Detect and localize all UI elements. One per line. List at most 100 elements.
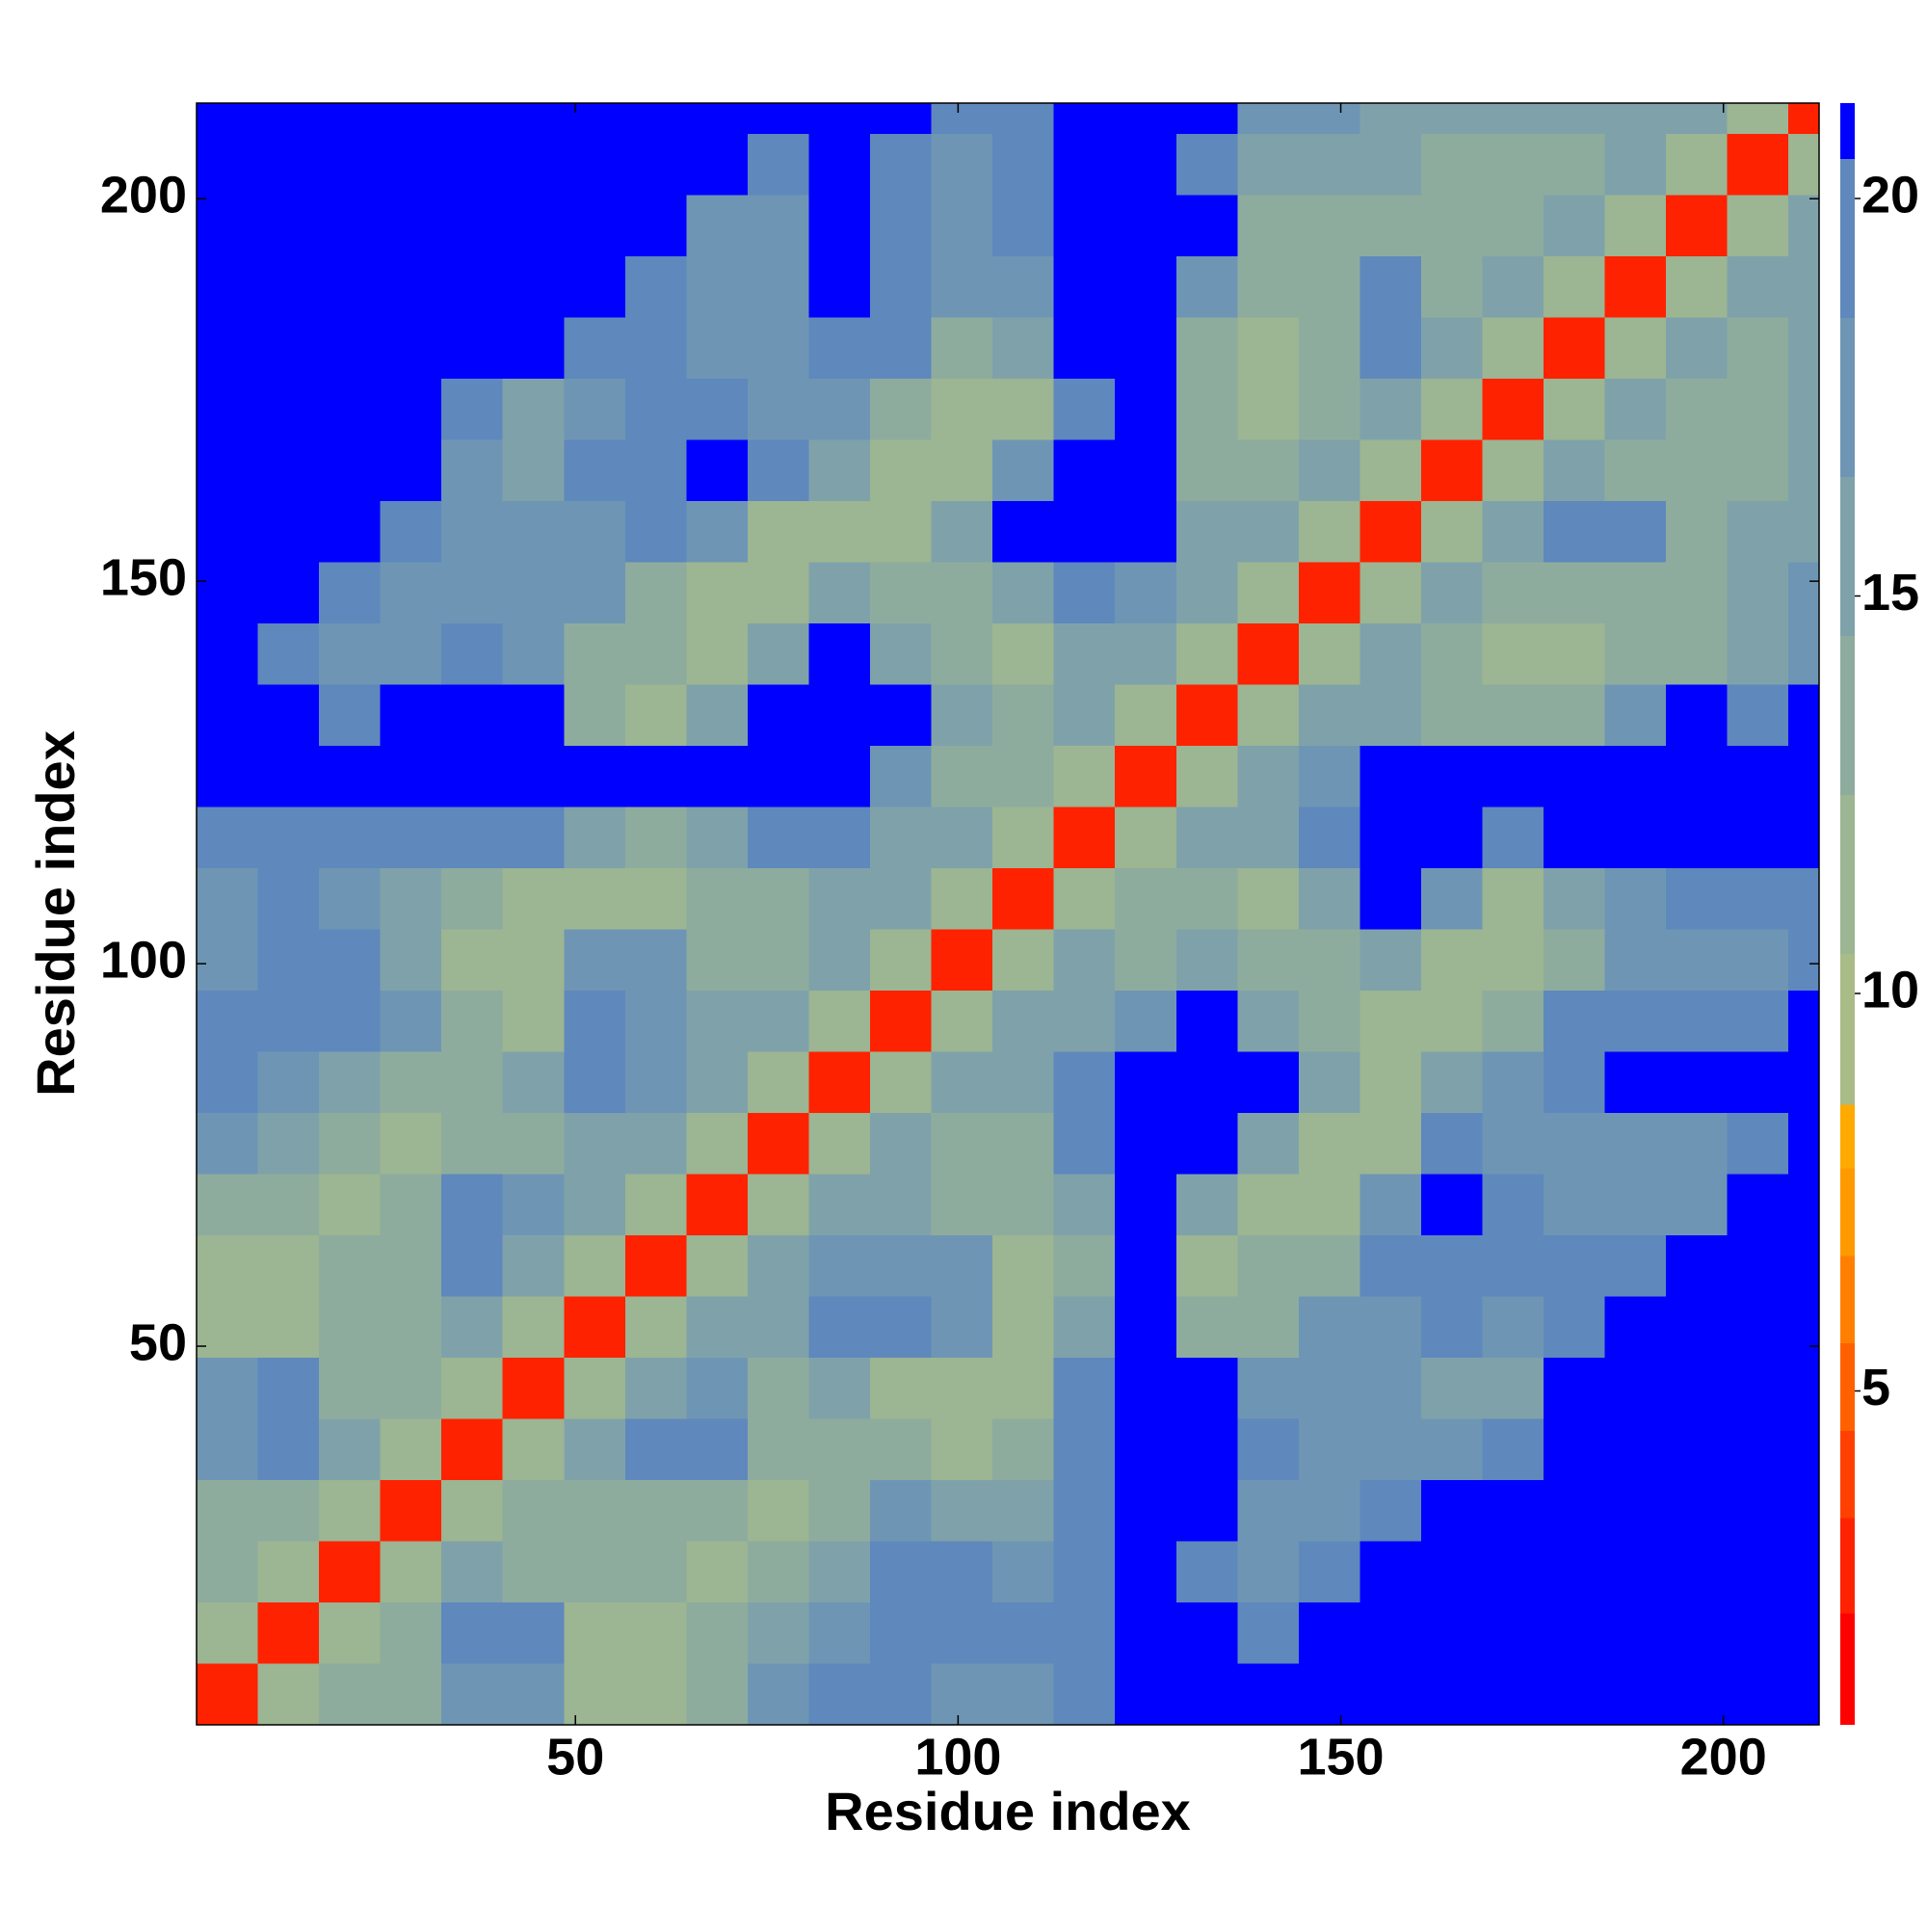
heatmap-cell — [441, 1112, 503, 1175]
heatmap-cell — [1666, 133, 1728, 196]
heatmap-cell — [1237, 1479, 1299, 1542]
heatmap-cell — [564, 378, 625, 440]
heatmap-cell — [1115, 255, 1176, 318]
heatmap-cell — [1053, 255, 1116, 318]
heatmap-cell — [1053, 103, 1116, 134]
heatmap-cell — [319, 439, 381, 501]
heatmap-cell — [1788, 439, 1819, 501]
heatmap-cell — [1115, 1174, 1176, 1235]
colorbar-segment — [1840, 635, 1855, 795]
heatmap-cell — [1115, 317, 1176, 379]
heatmap-cell — [808, 1357, 871, 1419]
heatmap-cell — [1237, 929, 1299, 991]
heatmap-cell — [747, 1479, 809, 1542]
heatmap-cell — [502, 255, 565, 318]
heatmap-cell — [1115, 990, 1176, 1052]
heatmap-cell — [1175, 133, 1238, 196]
heatmap-cell — [1115, 133, 1176, 196]
heatmap-cell — [870, 1234, 932, 1297]
heatmap-cell — [1544, 1234, 1605, 1297]
heatmap-cell — [1175, 1541, 1238, 1602]
heatmap-cell — [1544, 684, 1605, 746]
heatmap-cell — [1604, 1234, 1667, 1297]
heatmap-cell — [686, 562, 748, 623]
heatmap-cell — [686, 1174, 748, 1235]
heatmap-cell — [931, 195, 993, 256]
heatmap-cell — [1175, 1112, 1238, 1175]
heatmap-cell — [624, 317, 687, 379]
heatmap-cell — [1053, 1234, 1116, 1297]
heatmap-cell — [1175, 378, 1238, 440]
heatmap-cell — [808, 103, 871, 134]
heatmap-cell — [992, 1541, 1054, 1602]
heatmap-cell — [380, 1418, 442, 1480]
heatmap-cell — [747, 622, 809, 685]
heatmap-cell — [380, 1112, 442, 1175]
heatmap-cell — [1237, 1601, 1299, 1664]
heatmap-cell — [564, 1541, 625, 1602]
heatmap-cell — [1420, 745, 1483, 807]
heatmap-cell — [564, 1357, 625, 1419]
heatmap-cell — [502, 807, 565, 868]
heatmap-cell — [1544, 1357, 1605, 1419]
heatmap-cell — [1237, 439, 1299, 501]
heatmap-cell — [1544, 562, 1605, 623]
heatmap-cell — [747, 1663, 809, 1725]
heatmap-cell — [1482, 1357, 1544, 1419]
heatmap-cell — [1115, 1418, 1176, 1480]
heatmap-cell — [1115, 929, 1176, 991]
heatmap-cell — [931, 317, 993, 379]
heatmap-cell — [931, 1051, 993, 1113]
heatmap-cell — [1115, 439, 1176, 501]
heatmap-cell — [1482, 255, 1544, 318]
heatmap-cell — [1420, 439, 1483, 501]
heatmap-cell — [624, 807, 687, 868]
heatmap-cell — [686, 807, 748, 868]
heatmap-cell — [992, 990, 1054, 1052]
heatmap-cell — [931, 1663, 993, 1725]
heatmap-cell — [1604, 133, 1667, 196]
heatmap-cell — [1175, 1357, 1238, 1419]
heatmap-cell — [1604, 1601, 1667, 1664]
heatmap-cell — [1482, 1479, 1544, 1542]
heatmap-cell — [1666, 255, 1728, 318]
heatmap-cell — [992, 1174, 1054, 1235]
heatmap-cell — [1298, 1418, 1360, 1480]
heatmap-cell — [1420, 133, 1483, 196]
heatmap-cell — [1604, 929, 1667, 991]
heatmap-cell — [1359, 745, 1421, 807]
heatmap-cell — [197, 195, 258, 256]
heatmap-cell — [502, 378, 565, 440]
heatmap-cell — [992, 622, 1054, 685]
heatmap-cell — [1420, 990, 1483, 1052]
heatmap-cell — [1115, 103, 1176, 134]
heatmap-cell — [1298, 103, 1360, 134]
heatmap-cell — [1298, 807, 1360, 868]
heatmap-cell — [1727, 990, 1789, 1052]
heatmap-cell — [1604, 317, 1667, 379]
heatmap-cell — [1359, 1663, 1421, 1725]
heatmap-cell — [1604, 195, 1667, 256]
heatmap-cell — [931, 622, 993, 685]
heatmap-cell — [197, 807, 258, 868]
colorbar-segment — [1840, 158, 1855, 318]
heatmap-cell — [1298, 500, 1360, 563]
heatmap-cell — [1237, 1663, 1299, 1725]
heatmap-cell — [257, 1174, 320, 1235]
y-tick-label: 50 — [129, 1313, 187, 1371]
heatmap-cell — [441, 1357, 503, 1419]
heatmap-cell — [1727, 1541, 1789, 1602]
colorbar-segment — [1840, 1256, 1855, 1343]
heatmap-cell — [931, 103, 993, 134]
heatmap-cell — [197, 1479, 258, 1542]
heatmap-cell — [1788, 1541, 1819, 1602]
heatmap-cell — [1420, 255, 1483, 318]
heatmap-cell — [931, 1601, 993, 1664]
heatmap-cell — [624, 1234, 687, 1297]
heatmap-cell — [502, 1479, 565, 1542]
heatmap-cell — [441, 684, 503, 746]
heatmap-cell — [564, 562, 625, 623]
heatmap-cell — [1788, 1663, 1819, 1725]
heatmap-cell — [257, 1234, 320, 1297]
heatmap-cell — [380, 195, 442, 256]
